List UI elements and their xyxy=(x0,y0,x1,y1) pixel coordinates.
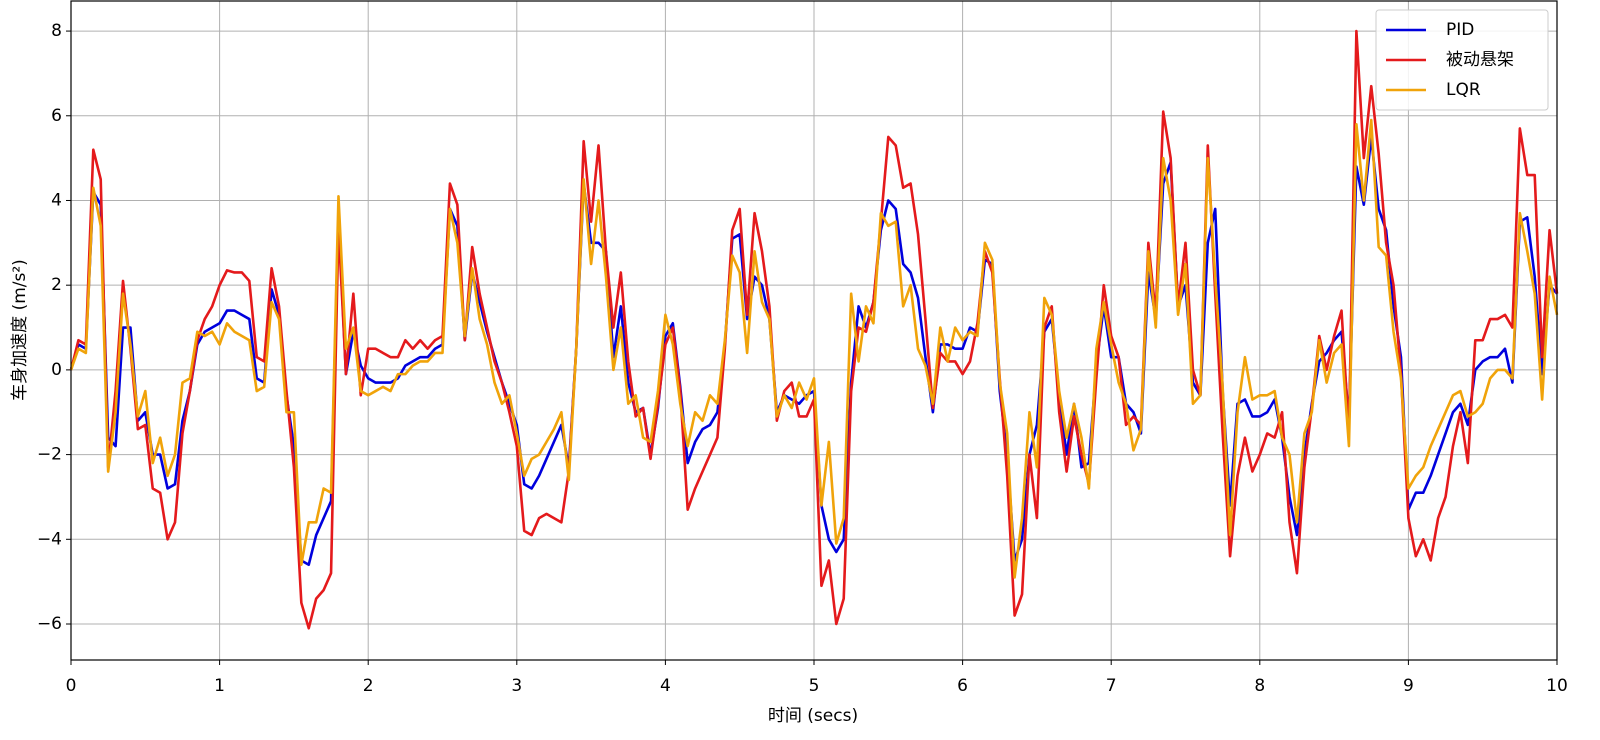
y-tick-label: 2 xyxy=(51,275,62,295)
x-tick-label: 3 xyxy=(511,676,522,696)
x-tick-label: 5 xyxy=(809,676,820,696)
legend-label: LQR xyxy=(1446,80,1481,100)
x-tick-label: 6 xyxy=(957,676,968,696)
x-axis-label: 时间 (secs) xyxy=(768,706,858,726)
legend-label: 被动悬架 xyxy=(1446,50,1514,70)
x-tick-label: 9 xyxy=(1403,676,1414,696)
y-tick-label: −6 xyxy=(37,614,62,634)
y-axis-label: 车身加速度 (m/s²) xyxy=(10,259,30,401)
x-tick-label: 10 xyxy=(1546,676,1568,696)
x-tick-label: 0 xyxy=(66,676,77,696)
x-tick-label: 1 xyxy=(214,676,225,696)
plot-frame xyxy=(70,0,1558,661)
series-line xyxy=(69,118,1559,579)
y-tick-label: 6 xyxy=(51,106,62,126)
x-tick-label: 7 xyxy=(1106,676,1117,696)
legend-box xyxy=(1375,9,1549,111)
y-tick-label: −4 xyxy=(37,529,62,549)
x-tick-label: 8 xyxy=(1254,676,1265,696)
y-tick-label: 8 xyxy=(51,21,62,41)
x-tick-label: 4 xyxy=(660,676,671,696)
y-tick-label: 4 xyxy=(51,190,62,210)
legend-label: PID xyxy=(1446,20,1474,40)
x-tick-label: 2 xyxy=(363,676,374,696)
y-tick-label: 0 xyxy=(51,360,62,380)
y-tick-label: −2 xyxy=(37,445,62,465)
